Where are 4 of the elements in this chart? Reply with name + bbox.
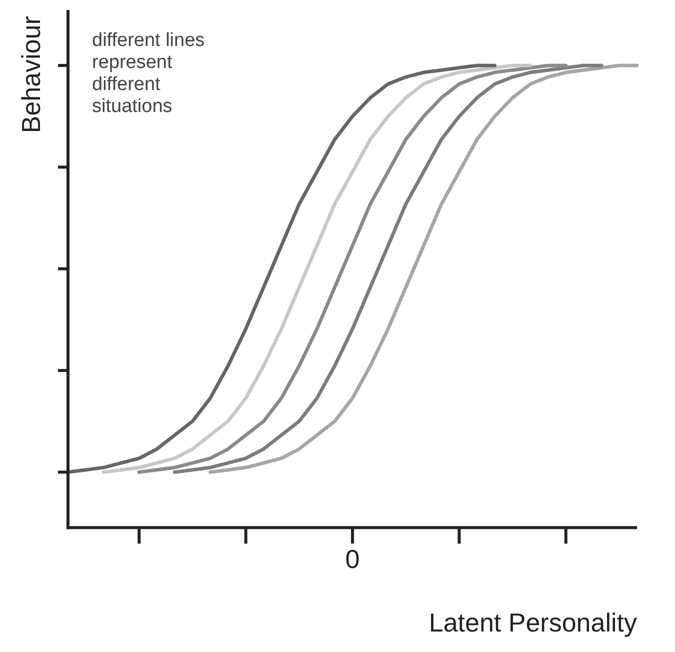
x-axis-title: Latent Personality bbox=[428, 608, 637, 638]
text: 0 bbox=[345, 544, 360, 574]
y-axis-title: Behaviour bbox=[16, 16, 46, 134]
annotation: different lines represent different situations bbox=[92, 30, 206, 118]
